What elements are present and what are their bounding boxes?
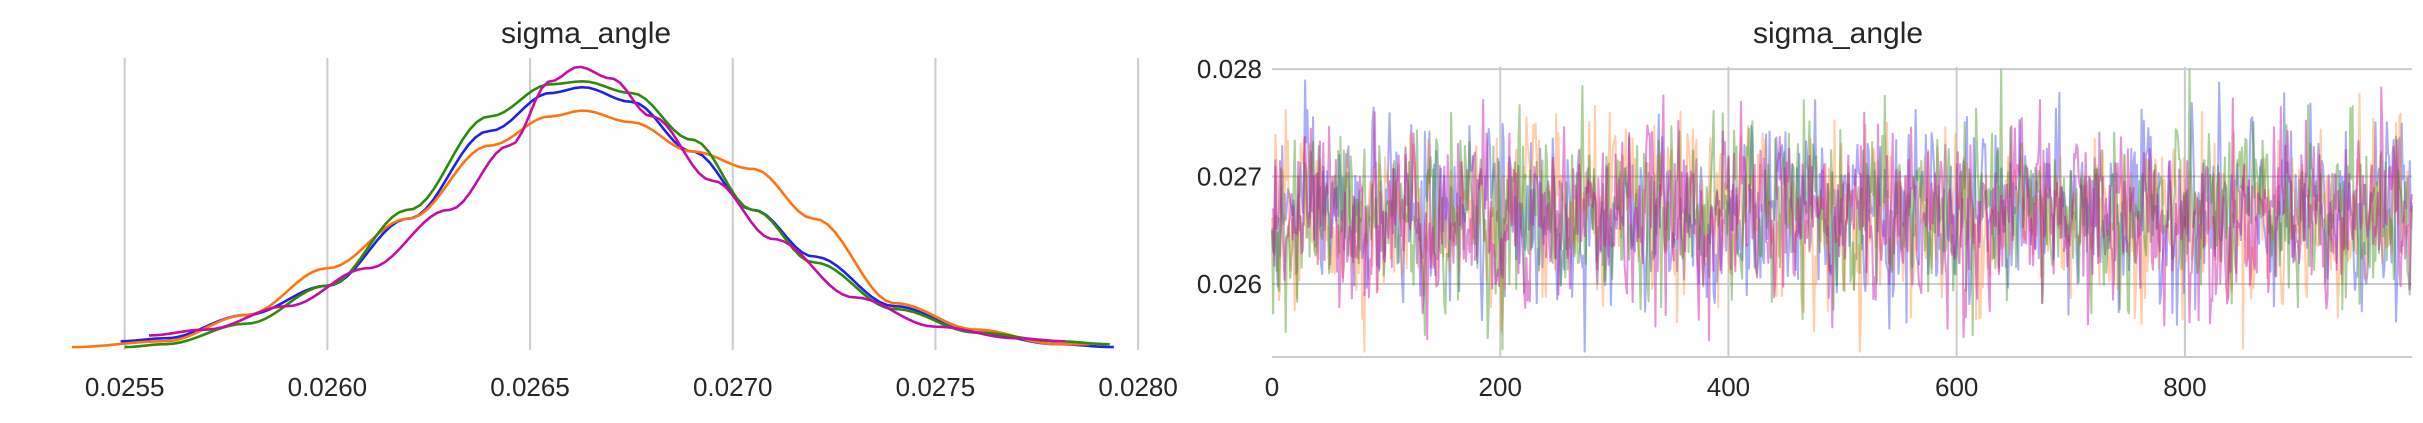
trace-series-line-3 — [1271, 69, 2413, 351]
trace-x-tick-label: 200 — [1479, 372, 1522, 402]
density-x-tick-label: 0.0265 — [490, 372, 570, 402]
density-series-line-2 — [71, 109, 1090, 349]
trace-y-tick-label: 0.028 — [1197, 54, 1262, 84]
density-x-tick-label: 0.0260 — [288, 372, 368, 402]
density-x-tick-label: 0.0270 — [693, 372, 773, 402]
trace-series — [1271, 69, 2413, 353]
trace-x-tick-label: 0 — [1265, 372, 1279, 402]
density-x-tick-label: 0.0275 — [896, 372, 976, 402]
trace-series-line-1 — [1271, 79, 2413, 353]
density-x-tick-labels: 0.0255 0.0260 0.0265 0.0270 0.0275 0.0280 — [85, 372, 1178, 402]
density-series-line-3 — [124, 80, 1110, 349]
density-x-tick-label: 0.0280 — [1098, 372, 1178, 402]
trace-panel: sigma_angle 0 200 400 600 800 0.0260.0270.02… — [1197, 17, 2413, 402]
density-series-line-4 — [148, 65, 1066, 343]
trace-series-line-4 — [1271, 86, 2413, 342]
trace-series-line-2 — [1271, 92, 2413, 353]
trace-y-tick-label: 0.026 — [1197, 269, 1262, 299]
trace-panel-title: sigma_angle — [1753, 17, 1923, 50]
trace-gridlines — [1272, 67, 2412, 357]
density-panel: sigma_angle 0.0255 0.0260 0.0265 0.0270 0.02… — [71, 17, 1178, 402]
trace-x-tick-label: 800 — [2163, 372, 2206, 402]
trace-x-tick-label: 600 — [1935, 372, 1978, 402]
trace-x-tick-labels: 0 200 400 600 800 — [1265, 372, 2207, 402]
trace-y-tick-label: 0.027 — [1197, 162, 1262, 192]
density-gridlines — [123, 58, 1140, 350]
trace-y-tick-labels: 0.026 0.027 0.028 — [1197, 54, 1262, 299]
density-x-tick-label: 0.0255 — [85, 372, 165, 402]
density-panel-title: sigma_angle — [501, 17, 671, 50]
trace-x-tick-label: 400 — [1707, 372, 1750, 402]
density-series — [71, 65, 1114, 349]
